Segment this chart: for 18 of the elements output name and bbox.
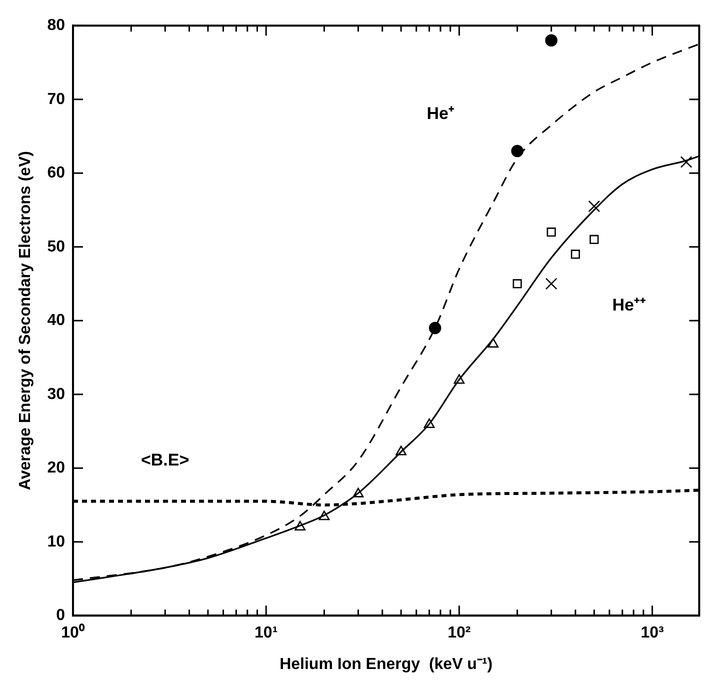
annotation: <B.E>: [140, 450, 190, 470]
x-tick-label: 10³: [640, 624, 664, 642]
y-tick-label: 30: [47, 386, 66, 403]
x-tick-label: 10²: [448, 624, 471, 642]
x-tick-label: 10¹: [254, 624, 278, 642]
y-axis-title: Average Energy of Secondary Electrons (eV): [17, 151, 34, 490]
y-tick-label: 70: [47, 90, 66, 108]
annotation: He⁺: [426, 104, 454, 123]
y-tick-label: 0: [56, 607, 66, 624]
y-tick-label: 20: [47, 460, 66, 477]
y-tick-label: 60: [47, 164, 66, 182]
x-axis-title: Helium Ion Energy (keV u⁻¹): [280, 656, 493, 673]
y-tick-label: 50: [47, 238, 66, 256]
y-tick-label: 10: [47, 533, 66, 550]
y-tick-label: 40: [47, 312, 66, 330]
annotation: He⁺⁺: [612, 296, 646, 315]
y-tick-label: 80: [47, 17, 66, 34]
x-tick-label: 10⁰: [61, 624, 85, 642]
